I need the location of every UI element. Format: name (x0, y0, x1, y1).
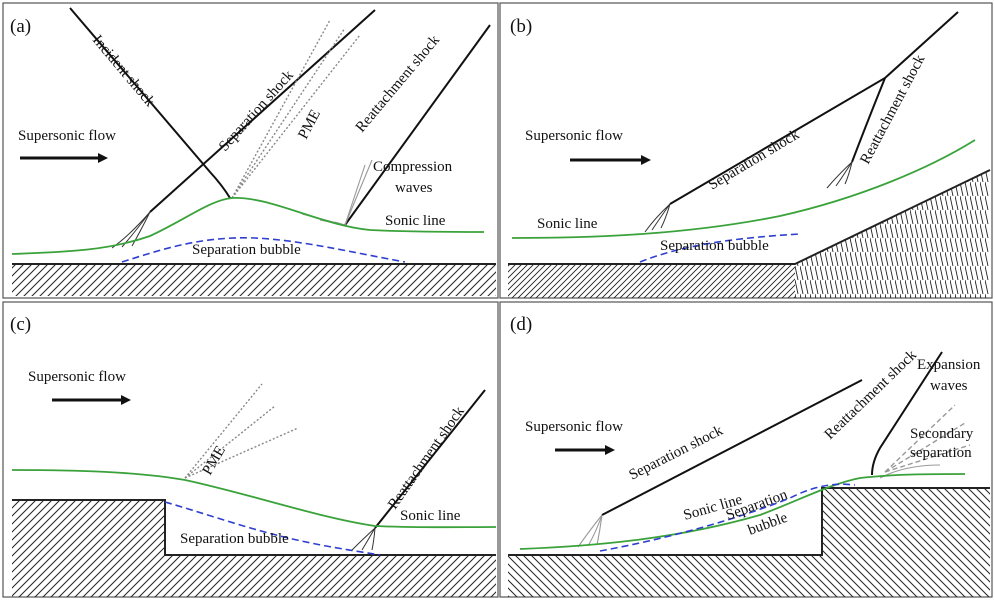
reattachment-shock-line (851, 77, 886, 163)
compression-wave (826, 161, 853, 189)
label-separation-bubble: Separation bubble (660, 238, 769, 254)
label-secondary-separation-2: separation (910, 445, 972, 461)
compression-wave (121, 211, 151, 248)
separation-bubble-outline (164, 501, 381, 556)
compression-wave (344, 159, 373, 226)
compression-wave (577, 514, 603, 548)
label-reattachment-shock: Reattachment shock (857, 52, 928, 167)
wall-hatch (508, 488, 990, 597)
separation-bubble-outline (121, 237, 406, 263)
label-separation-shock: Separation shock (706, 126, 803, 193)
label-supersonic-flow: Supersonic flow (525, 419, 623, 435)
label-expansion-waves-2: waves (930, 378, 968, 394)
compression-wave (844, 161, 853, 185)
wall-surface (12, 499, 496, 556)
incident-shock-line (69, 7, 231, 199)
compression-wave (351, 527, 376, 551)
label-expansion-waves: Expansion (917, 357, 981, 373)
label-supersonic-flow: Supersonic flow (525, 128, 623, 144)
compression-wave (644, 203, 671, 233)
reattachment-shock-line (344, 24, 491, 226)
reattachment-shock-line (374, 389, 486, 529)
sonic-line (11, 469, 497, 529)
panel-c-tag: (c) (10, 314, 31, 335)
label-sonic-line: Sonic line (400, 508, 461, 524)
wall-hatch (12, 500, 496, 597)
compression-wave (371, 527, 376, 551)
expansion-wave (884, 404, 956, 473)
compression-wave (587, 514, 603, 547)
label-separation-bubble: Separation bubble (180, 531, 289, 547)
panel-c: (c) Supersonic flow PME Reattachment sho… (2, 301, 499, 598)
compression-wave (835, 161, 853, 187)
pme-wave (184, 405, 276, 479)
reattachment-shock-line (871, 351, 943, 476)
label-sonic-line: Sonic line (537, 216, 598, 232)
sonic-line (11, 197, 485, 255)
separation-shock-line (149, 9, 376, 213)
wall-hatch (508, 264, 795, 298)
compression-wave (361, 527, 376, 551)
label-reattachment-shock: Reattachment shock (353, 32, 443, 136)
pme-wave (231, 19, 331, 199)
wall-surface (508, 169, 991, 265)
pme-wave (184, 427, 299, 479)
panel-a: (a) Supersonic flow Incident shock Separ… (2, 2, 499, 299)
compression-wave (596, 514, 603, 546)
expansion-wave (884, 444, 971, 473)
wall-hatch (12, 264, 496, 296)
label-supersonic-flow: Supersonic flow (18, 128, 116, 144)
label-separation-bubble: Separation bubble (192, 242, 301, 258)
label-compression-waves-2: waves (395, 180, 433, 196)
pme-wave (231, 34, 361, 199)
separation-bubble-outline (599, 483, 856, 552)
label-separation-shock: Separation shock (216, 67, 297, 155)
panel-a-frame (2, 2, 499, 299)
separation-bubble-outline (639, 233, 801, 263)
label-supersonic-flow: Supersonic flow (28, 369, 126, 385)
separation-shock-line (601, 379, 863, 516)
compression-wave (660, 203, 671, 229)
panel-b-tag: (b) (510, 16, 532, 37)
label-reattachment-shock: Reattachment shock (822, 347, 921, 443)
panel-b: (b) Supersonic flow Separation shock Rea… (499, 2, 993, 299)
ramp-hatch (795, 170, 990, 298)
label-separation-shock: Separation shock (627, 422, 726, 483)
label-secondary-separation: Secondary (910, 426, 974, 442)
panel-d: (d) Supersonic flow Separation shock Rea… (499, 301, 993, 598)
compression-wave (651, 203, 671, 231)
label-pme: PME (200, 443, 229, 478)
label-reattachment-shock: Reattachment shock (385, 403, 468, 512)
sonic-line (511, 139, 976, 239)
panel-a-tag: (a) (10, 16, 31, 37)
panel-d-tag: (d) (510, 314, 532, 335)
label-incident-shock: Incident shock (89, 32, 158, 110)
label-compression-waves: Compression (373, 159, 453, 175)
pme-wave (184, 383, 263, 479)
sonic-line (519, 473, 966, 550)
compression-wave (131, 211, 151, 247)
label-sonic-line: Sonic line (385, 213, 446, 229)
wall-surface (508, 487, 990, 556)
